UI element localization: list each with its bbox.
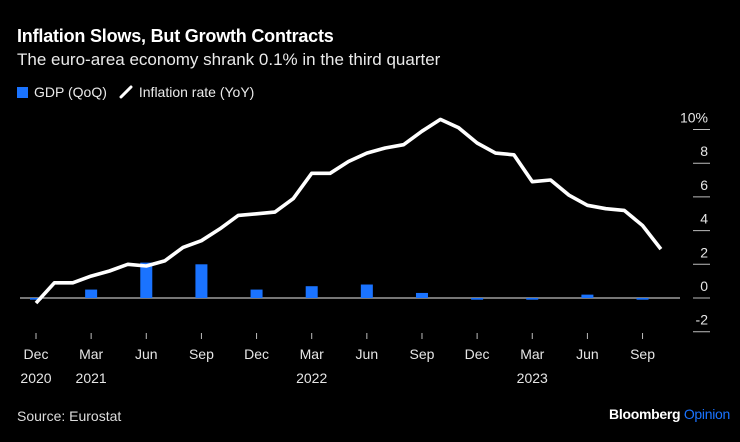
gdp-bar — [140, 262, 153, 298]
y-tick-label: 8 — [700, 143, 708, 159]
x-tick-label-month: Jun — [576, 346, 599, 362]
gdp-bar — [471, 298, 484, 300]
gdp-bars — [30, 262, 649, 300]
y-tick-label: 2 — [700, 244, 708, 260]
y-tick-label: 0 — [700, 278, 708, 294]
gdp-legend-label: GDP (QoQ) — [34, 84, 107, 100]
x-tick-label-year: 2020 — [20, 370, 51, 386]
x-tick-label-month: Mar — [79, 346, 103, 362]
gdp-bar — [360, 284, 373, 298]
x-tick-label-month: Mar — [520, 346, 544, 362]
brand-logo: Bloomberg Opinion — [609, 406, 730, 422]
y-axis: 10% 8 6 4 2 0 -2 — [680, 110, 710, 333]
gdp-bar — [415, 292, 428, 298]
y-tick-label: 10% — [680, 110, 708, 126]
x-tick-label-year: 2021 — [76, 370, 107, 386]
gdp-bar — [526, 298, 539, 300]
gdp-bar — [305, 286, 318, 298]
chart-title: Inflation Slows, But Growth Contracts — [17, 26, 334, 46]
gdp-legend-swatch — [17, 86, 28, 98]
gdp-bar — [30, 298, 42, 300]
x-tick-label-year: 2022 — [296, 370, 327, 386]
gdp-bar — [250, 289, 263, 298]
x-tick-label-month: Mar — [300, 346, 324, 362]
gdp-bar — [581, 294, 594, 298]
y-tick-label: -2 — [696, 312, 709, 328]
x-tick-label-year: 2023 — [517, 370, 548, 386]
x-tick-label-month: Jun — [356, 346, 379, 362]
x-tick-label-month: Sep — [189, 346, 214, 362]
x-tick-label-month: Sep — [630, 346, 655, 362]
gdp-bar — [636, 298, 649, 300]
x-tick-label-month: Jun — [135, 346, 158, 362]
source-note: Source: Eurostat — [17, 408, 122, 424]
y-tick-label: 6 — [700, 177, 708, 193]
brand-main: Bloomberg — [609, 406, 681, 422]
legend: GDP (QoQ) Inflation rate (YoY) — [17, 84, 254, 100]
x-tick-label-month: Sep — [410, 346, 435, 362]
inflation-line — [34, 117, 663, 305]
gdp-bar — [195, 264, 208, 298]
x-tick-label-month: Dec — [465, 346, 490, 362]
y-tick-label: 4 — [700, 211, 708, 227]
x-axis: Dec 2020 Mar 2021 Jun Sep Dec Mar 2022 Jun Sep Dec M… — [20, 333, 655, 386]
x-tick-label-month: Dec — [24, 346, 49, 362]
brand-accent: Opinion — [683, 406, 730, 422]
inflation-legend-line-icon — [119, 85, 133, 99]
x-tick-label-month: Dec — [244, 346, 269, 362]
chart-subtitle: The euro-area economy shrank 0.1% in the… — [17, 50, 441, 69]
gdp-bar — [85, 289, 98, 298]
inflation-legend-label: Inflation rate (YoY) — [138, 84, 255, 100]
